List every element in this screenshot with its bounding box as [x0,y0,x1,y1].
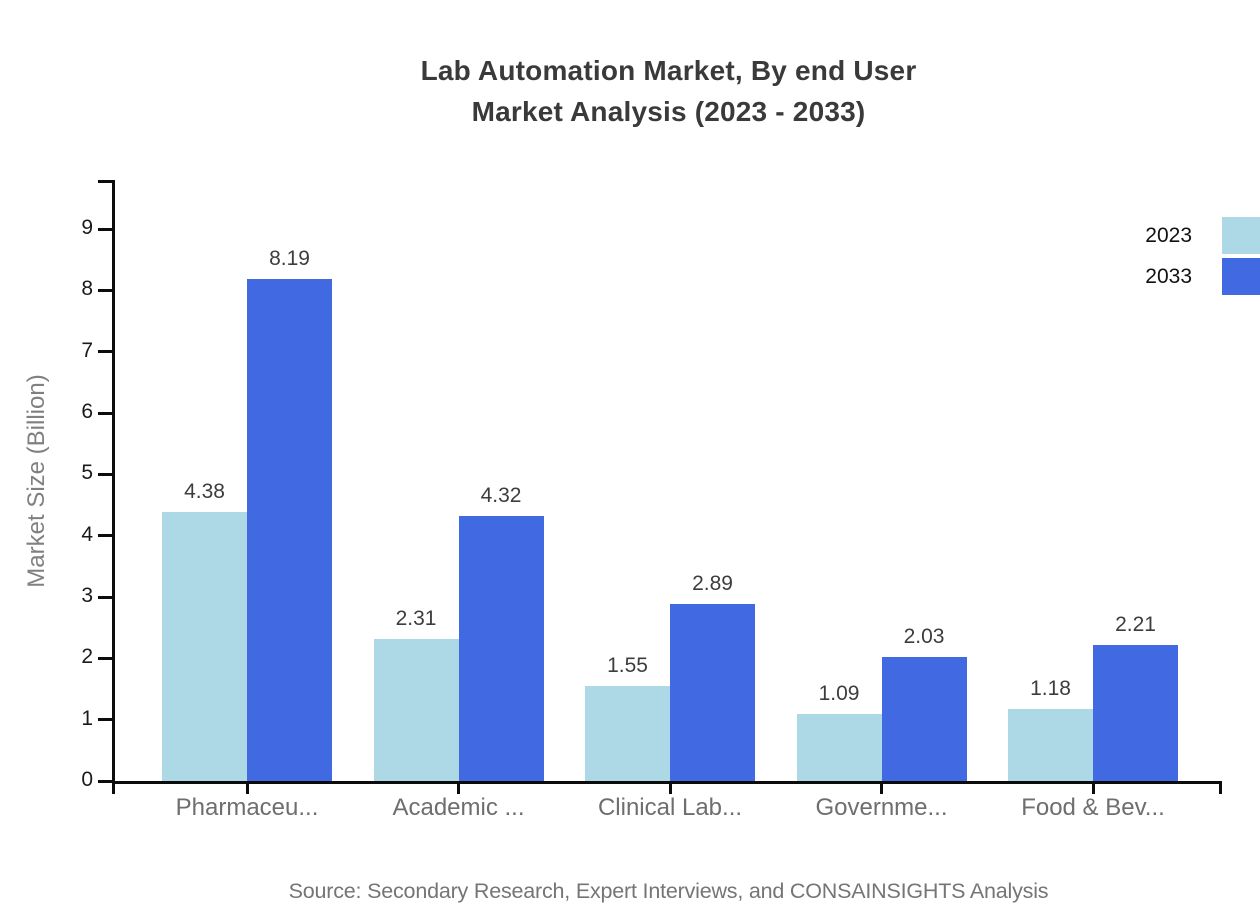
legend-swatch-2033 [1222,258,1260,295]
value-label-2033-5: 2.21 [1115,613,1156,637]
x-tick [1091,784,1095,794]
chart-title: Lab Automation Market, By end User Marke… [115,50,1222,132]
legend-label-2033: 2033 [1145,264,1192,288]
y-tick-label: 9 [81,216,93,240]
bar-2023-5 [1008,708,1093,781]
x-axis-end-cap [1219,781,1222,794]
y-tick-label: 4 [81,522,93,546]
source-note: Source: Secondary Research, Expert Inter… [288,879,1049,903]
bar-2033-4 [881,656,967,781]
value-label-2033-4: 2.03 [903,624,945,648]
bar-2033-3 [670,603,755,781]
y-tick [98,227,112,231]
x-tick [668,784,672,794]
y-tick-label: 6 [81,400,93,424]
chart-title-line1: Lab Automation Market, By end User [420,55,917,86]
x-tick [245,784,249,794]
value-label-2033-1: 8.19 [269,246,310,270]
y-tick [98,718,112,722]
bar-2023-3 [585,685,670,781]
y-tick [98,656,112,660]
y-tick [98,350,112,354]
y-tick [98,779,112,783]
y-tick-label: 3 [81,584,93,608]
y-tick-label: 7 [81,338,93,362]
legend-label-2023: 2023 [1145,223,1192,247]
bar-2023-4 [796,714,882,781]
x-axis-label: Clinical Lab... [597,794,743,821]
bar-2033-5 [1093,645,1178,781]
y-tick-label: 5 [81,461,93,485]
y-axis-end-cap [98,180,112,183]
value-label-2023-1: 4.38 [184,480,225,504]
x-axis-line [112,781,1222,784]
value-label-2033-2: 4.32 [480,484,522,508]
x-axis-label: Academic ... [392,794,525,821]
value-label-2023-4: 1.09 [818,682,860,706]
plot-area: 0 1 2 3 4 5 6 7 8 9 Pharmaceu... 4.38 8.19 Academic .… [81,180,1222,821]
y-tick-label: 0 [81,768,93,791]
x-tick [457,784,460,794]
y-tick [98,534,112,538]
bar-2023-2 [373,639,459,781]
value-label-2033-3: 2.89 [692,571,733,595]
chart-title-line2: Market Analysis (2023 - 2033) [471,96,866,127]
x-axis-label: Food & Bev... [1021,794,1165,821]
legend-swatch-2023 [1222,217,1260,254]
y-tick [98,411,112,415]
legend-item-2033: 2033 [1145,258,1260,295]
value-label-2023-3: 1.55 [607,653,648,677]
bar-2033-1 [247,278,332,781]
x-axis-label: Pharmaceu... [175,794,319,821]
y-tick [98,288,112,292]
legend-item-2023: 2023 [1145,217,1260,254]
x-axis-label: Governme... [815,794,948,821]
y-tick-label: 8 [81,277,93,301]
value-label-2023-2: 2.31 [395,607,437,631]
value-label-2023-5: 1.18 [1030,676,1071,700]
y-tick [98,472,112,476]
bar-2033-2 [458,516,544,781]
bar-2023-1 [162,512,247,781]
x-tick [880,784,883,794]
legend: 2023 2033 [1145,217,1260,299]
y-tick [98,595,112,599]
y-axis-title: Market Size (Billion) [23,374,50,588]
y-tick-label: 1 [81,706,93,730]
y-axis-line [112,180,115,794]
y-tick-label: 2 [81,645,93,669]
